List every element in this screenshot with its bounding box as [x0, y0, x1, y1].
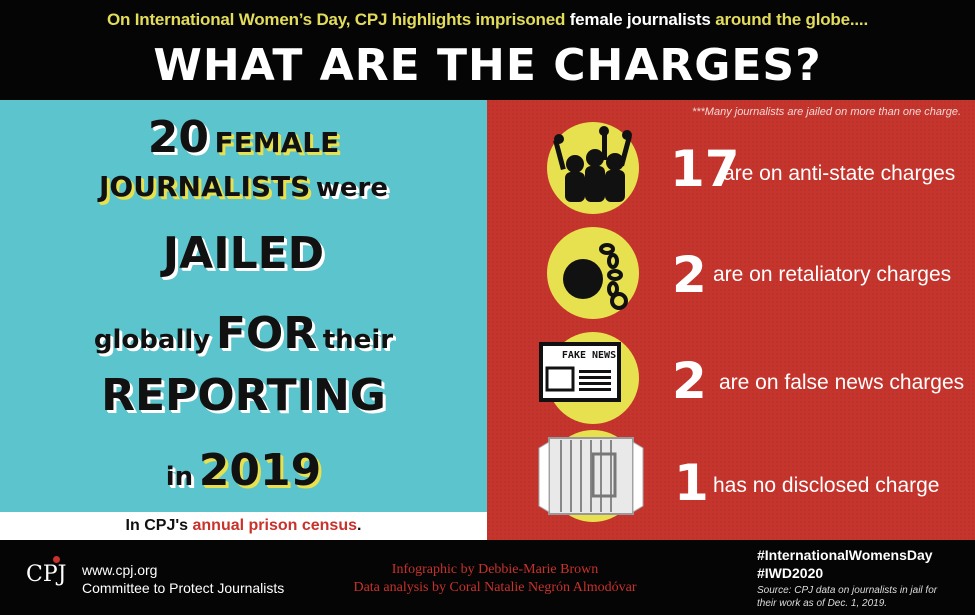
census-prefix: In CPJ's [125, 517, 189, 534]
header-subtitle: On International Women’s Day, CPJ highli… [0, 10, 975, 30]
main-title: WHAT ARE THE CHARGES? [153, 40, 822, 91]
census-bar: In CPJ's annual prison census. [0, 512, 487, 540]
in-word: in [165, 462, 194, 492]
stat-num-retaliatory: 2 [672, 246, 707, 304]
for-word: FOR [215, 308, 318, 359]
credit-infographic: Infographic by Debbie-Marie Brown [391, 562, 599, 577]
year: 2019 [198, 445, 322, 496]
headline-line-2: JOURNALISTS were [0, 170, 487, 203]
headline-line-6: in 2019 [0, 445, 487, 496]
logo-flame-icon [53, 556, 60, 563]
were-word: were [315, 173, 388, 203]
fake-news-label: FAKE NEWS [561, 350, 617, 361]
ball-and-chain-icon [547, 227, 639, 319]
cpj-logo: CPJ [26, 562, 67, 587]
stat-num-anti-state: 17 [670, 140, 740, 198]
subtitle-part1: On International Women’s Day, CPJ highli… [107, 10, 566, 29]
stat-num-false-news: 2 [672, 352, 707, 410]
stat-text-no-charge: has no disclosed charge [713, 474, 940, 497]
hashtag-womens-day: #InternationalWomensDay [757, 547, 933, 563]
subtitle-part2: around the globe.... [715, 10, 868, 29]
hashtag-iwd2020: #IWD2020 [757, 565, 824, 581]
left-panel: 20 FEMALE JOURNALISTS were JAILED global… [0, 100, 487, 512]
subtitle-highlight: female journalists [569, 10, 711, 29]
multiple-charges-note: ***Many journalists are jailed on more t… [691, 106, 961, 118]
credit-data: Data analysis by Coral Natalie Negrón Al… [353, 580, 637, 595]
source-line-1: Source: CPJ data on journalists in jail … [757, 585, 938, 596]
header-banner: On International Women’s Day, CPJ highli… [0, 0, 975, 100]
census-link[interactable]: annual prison census [192, 517, 357, 534]
globally-word: globally [93, 325, 211, 355]
protest-crowd-icon [547, 122, 639, 214]
female-word: FEMALE [214, 126, 340, 159]
footer: CPJ www.cpj.org Committee to Protect Jou… [0, 540, 975, 615]
reporting-word: REPORTING [101, 370, 386, 421]
right-panel: ***Many journalists are jailed on more t… [487, 100, 975, 540]
footer-url[interactable]: www.cpj.org [82, 562, 158, 578]
census-suffix: . [356, 517, 362, 534]
journalists-word: JOURNALISTS [99, 170, 311, 203]
fake-news-newspaper-icon: FAKE NEWS [539, 332, 639, 424]
headline-line-4: globally FOR their [0, 308, 487, 359]
footer-org: Committee to Protect Journalists [82, 580, 285, 596]
stat-num-no-charge: 1 [674, 454, 709, 512]
stat-text-retaliatory: are on retaliatory charges [713, 263, 952, 286]
stat-text-anti-state: are on anti-state charges [723, 162, 956, 185]
their-word: their [322, 325, 394, 355]
source-line-2: their work as of Dec. 1, 2019. [757, 598, 888, 609]
journalist-count: 20 [147, 112, 209, 163]
jailed-word: JAILED [162, 228, 325, 279]
jail-cell-icon [538, 430, 644, 522]
stat-text-false-news: are on false news charges [719, 371, 965, 394]
headline-line-1: 20 FEMALE [0, 112, 487, 163]
